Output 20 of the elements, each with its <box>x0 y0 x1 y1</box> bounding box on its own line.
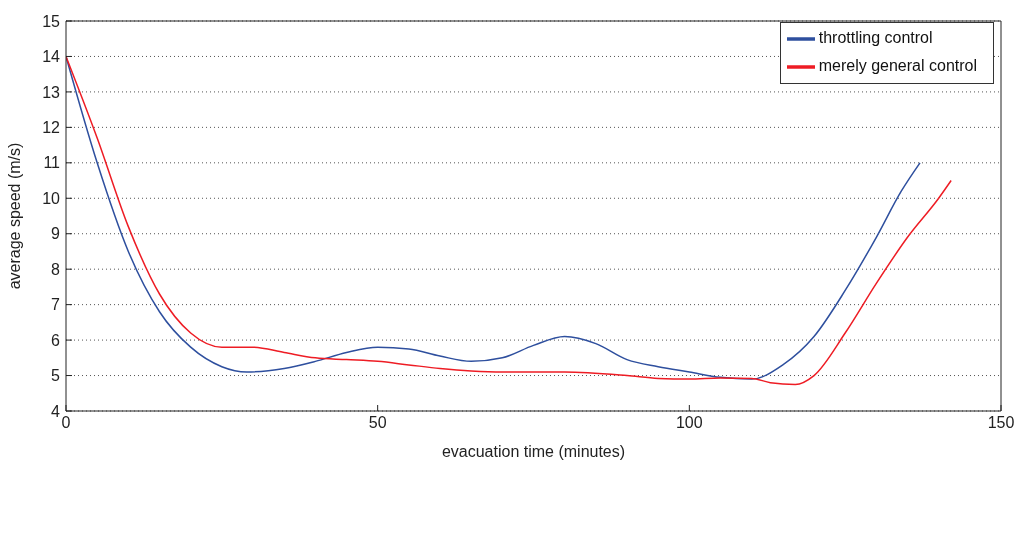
y-tick-label: 15 <box>42 12 61 30</box>
x-tick-label: 150 <box>987 414 1015 432</box>
y-tick-label: 4 <box>51 402 61 420</box>
x-axis-title: evacuation time (minutes) <box>441 443 626 460</box>
legend-label: throttling control <box>818 29 933 47</box>
y-tick-label: 10 <box>42 189 61 207</box>
x-tick-label: 50 <box>368 414 387 432</box>
y-tick-label: 6 <box>51 331 61 349</box>
y-tick-label: 12 <box>42 119 61 137</box>
legend-label: merely general control <box>818 57 977 75</box>
y-tick-label: 11 <box>43 154 61 172</box>
y-tick-label: 14 <box>42 48 61 66</box>
y-tick-label: 5 <box>51 367 61 385</box>
y-tick-label: 8 <box>51 260 61 278</box>
y-tick-label: 13 <box>42 83 61 101</box>
y-tick-label: 9 <box>51 225 61 243</box>
x-tick-label: 0 <box>61 414 71 432</box>
x-tick-label: 100 <box>675 414 703 432</box>
y-axis-title: average speed (m/s) <box>5 142 23 290</box>
y-tick-label: 7 <box>51 296 61 314</box>
